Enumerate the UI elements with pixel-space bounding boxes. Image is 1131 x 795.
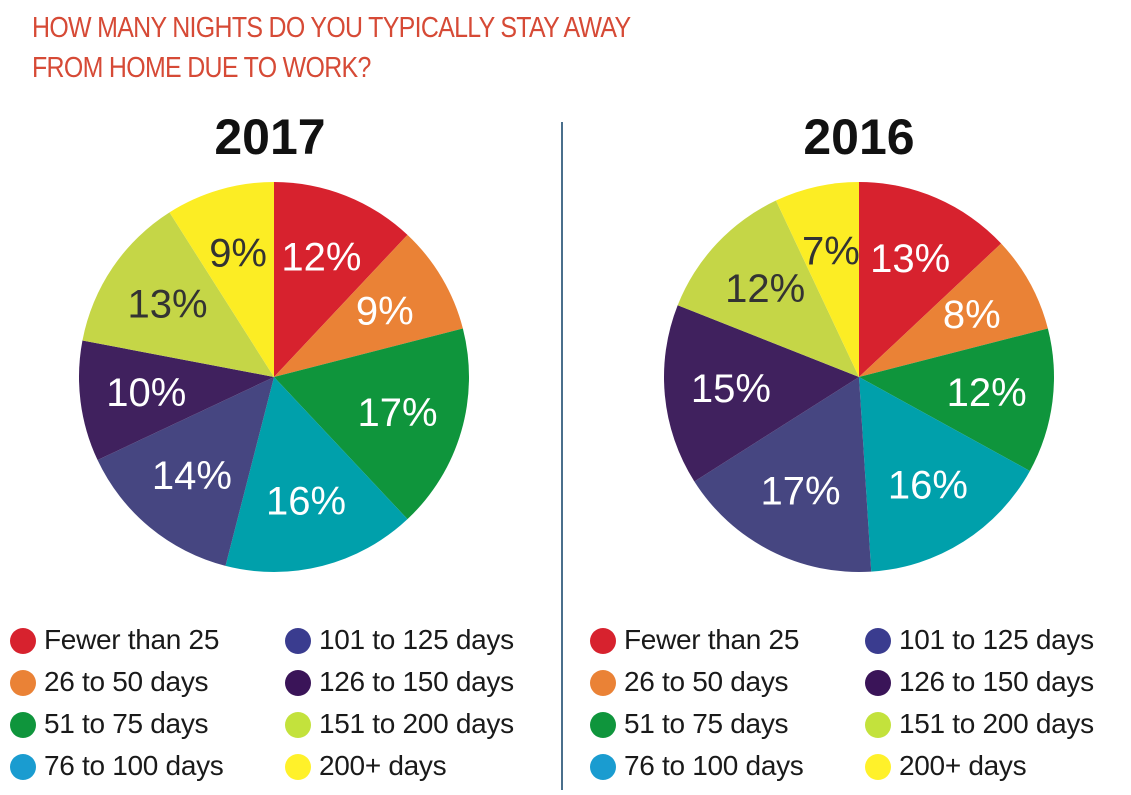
- legend-label: 26 to 50 days: [624, 666, 789, 697]
- pie-2016-label-fewer-than-25: 13%: [870, 237, 950, 281]
- pie-2017-label-26-to-50: 9%: [356, 289, 414, 333]
- pie-2017-label-51-to-75: 17%: [358, 391, 438, 435]
- pie-2016-slice-200-plus: [775, 182, 859, 377]
- legend-swatch-icon: [865, 670, 891, 696]
- legend-swatch-icon: [285, 712, 311, 738]
- pie-2017-slice-fewer-than-25: [274, 182, 408, 377]
- legend-swatch-icon: [285, 670, 311, 696]
- pie-2016-slice-fewer-than-25: [859, 182, 1002, 377]
- legend-item-151-to-200: 151 to 200 days: [865, 704, 1131, 744]
- pie-2016-title: 2016: [803, 109, 915, 165]
- pie-2017-label-200-plus: 9%: [209, 231, 267, 275]
- legend-swatch-icon: [865, 754, 891, 780]
- panel-divider: [561, 122, 563, 790]
- legend-swatch-icon: [590, 628, 616, 654]
- legend-item-26-to-50: 26 to 50 days: [590, 662, 860, 702]
- legend-label: 51 to 75 days: [44, 708, 209, 739]
- pie-2017-slice-76-to-100: [225, 377, 408, 572]
- legend-swatch-icon: [590, 670, 616, 696]
- legend-item-101-to-125: 101 to 125 days: [285, 620, 555, 660]
- pie-2016-slice-51-to-75: [859, 328, 1054, 471]
- legend-label: 200+ days: [319, 750, 447, 781]
- legend-label: Fewer than 25: [44, 624, 220, 655]
- legend-label: 151 to 200 days: [319, 708, 514, 739]
- legend-swatch-icon: [285, 628, 311, 654]
- legend-item-151-to-200: 151 to 200 days: [285, 704, 555, 744]
- legend-swatch-icon: [10, 712, 36, 738]
- pie-2017-label-126-to-150: 10%: [106, 371, 186, 415]
- chart-title: HOW MANY NIGHTS DO YOU TYPICALLY STAY AW…: [32, 8, 686, 88]
- legend-item-76-to-100: 76 to 100 days: [590, 746, 860, 786]
- pie-2017-label-76-to-100: 16%: [266, 480, 346, 524]
- legend-item-101-to-125: 101 to 125 days: [865, 620, 1131, 660]
- legend-item-126-to-150: 126 to 150 days: [285, 662, 555, 702]
- legend-label: 51 to 75 days: [624, 708, 789, 739]
- pie-2016-slice-26-to-50: [859, 243, 1048, 377]
- legend-swatch-icon: [865, 628, 891, 654]
- pie-2017-title: 2017: [214, 109, 326, 165]
- legend-label: 151 to 200 days: [899, 708, 1094, 739]
- pie-2017-slice-101-to-125: [97, 377, 275, 566]
- pie-2017-label-fewer-than-25: 12%: [281, 235, 361, 279]
- legend-item-200-plus: 200+ days: [285, 746, 555, 786]
- legend-swatch-icon: [590, 754, 616, 780]
- pie-2017-label-151-to-200: 13%: [128, 283, 208, 327]
- legend-label: 101 to 125 days: [899, 624, 1094, 655]
- legend-item-126-to-150: 126 to 150 days: [865, 662, 1131, 702]
- chart-title-line-2: FROM HOME DUE TO WORK?: [32, 52, 371, 84]
- legend-item-51-to-75: 51 to 75 days: [590, 704, 860, 744]
- legend-swatch-icon: [10, 628, 36, 654]
- pie-2016-label-51-to-75: 12%: [947, 371, 1027, 415]
- legend-item-fewer-than-25: Fewer than 25: [10, 620, 280, 660]
- legend-label: 126 to 150 days: [319, 666, 514, 697]
- legend-swatch-icon: [590, 712, 616, 738]
- pie-2016-label-126-to-150: 15%: [691, 367, 771, 411]
- legend-swatch-icon: [10, 754, 36, 780]
- pie-2016-label-76-to-100: 16%: [888, 464, 968, 508]
- legend-item-26-to-50: 26 to 50 days: [10, 662, 280, 702]
- legend-label: Fewer than 25: [624, 624, 800, 655]
- legend-label: 76 to 100 days: [44, 750, 224, 781]
- pie-2016-slice-126-to-150: [664, 305, 859, 482]
- chart-title-line-1: HOW MANY NIGHTS DO YOU TYPICALLY STAY AW…: [32, 12, 631, 44]
- pie-2017-slice-200-plus: [169, 182, 274, 377]
- pie-2017-slice-151-to-200: [82, 212, 275, 377]
- pie-2017-label-101-to-125: 14%: [152, 454, 232, 498]
- pie-2016-slice-76-to-100: [859, 377, 1030, 572]
- pie-2017-slice-126-to-150: [79, 340, 274, 461]
- pie-2016-label-151-to-200: 12%: [725, 267, 805, 311]
- legend-label: 200+ days: [899, 750, 1027, 781]
- legend-item-fewer-than-25: Fewer than 25: [590, 620, 860, 660]
- pie-2016-label-101-to-125: 17%: [761, 470, 841, 514]
- pie-2017-slice-51-to-75: [274, 328, 469, 520]
- legend-item-51-to-75: 51 to 75 days: [10, 704, 280, 744]
- legend-label: 101 to 125 days: [319, 624, 514, 655]
- pie-2016-slice-101-to-125: [694, 377, 872, 572]
- legend-item-200-plus: 200+ days: [865, 746, 1131, 786]
- pie-2017-slice-26-to-50: [274, 234, 463, 377]
- pie-2016-label-26-to-50: 8%: [943, 293, 1001, 337]
- pie-2016-label-200-plus: 7%: [802, 229, 860, 273]
- pie-2016-slice-151-to-200: [677, 200, 859, 377]
- legend-swatch-icon: [285, 754, 311, 780]
- legend-label: 26 to 50 days: [44, 666, 209, 697]
- legend-label: 126 to 150 days: [899, 666, 1094, 697]
- legend-swatch-icon: [865, 712, 891, 738]
- legend-item-76-to-100: 76 to 100 days: [10, 746, 280, 786]
- legend-swatch-icon: [10, 670, 36, 696]
- legend-label: 76 to 100 days: [624, 750, 804, 781]
